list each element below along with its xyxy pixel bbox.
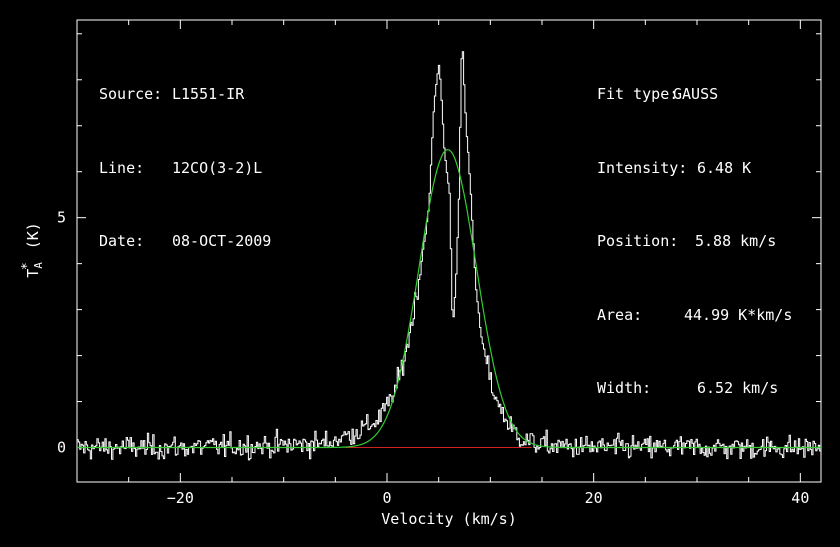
source-label: Source: — [99, 85, 163, 103]
y-tick-label: 0 — [57, 439, 66, 457]
gaussian-fit-line — [77, 148, 821, 449]
fit-type-value: GAUSS — [673, 85, 719, 103]
position-label: Position: — [597, 232, 679, 250]
width-label: Width: — [597, 379, 652, 397]
y-axis-label-text: TA* (K) — [20, 222, 45, 278]
area-value: 44.99 K*km/s — [684, 305, 793, 324]
x-tick-label: 0 — [382, 489, 391, 507]
x-tick-label: 20 — [585, 489, 603, 507]
date-label: Date: — [99, 232, 145, 250]
y-tick-label: 5 — [57, 209, 66, 227]
area-label: Area: — [597, 305, 643, 324]
x-tick-label: −20 — [167, 489, 194, 507]
x-tick-label: 40 — [791, 489, 809, 507]
source-value: L1551-IR — [172, 85, 245, 103]
axis-ticks — [76, 20, 821, 482]
y-tick-labels: 05 — [57, 209, 66, 457]
line-label: Line: — [99, 158, 145, 177]
x-axis-label-wrap: Velocity (km/s) — [0, 510, 840, 528]
info-block-right: Fit type: GAUSS Intensity: 6.48 K Position… — [597, 33, 792, 425]
date-value: 08-OCT-2009 — [172, 232, 272, 250]
line-value: 12CO(3-2)L — [172, 158, 263, 177]
info-block-left: Source: L1551-IR Line: 12CO(3-2)L Date: 08-… — [99, 33, 271, 278]
x-tick-labels: −20 0 20 40 — [167, 489, 810, 507]
fit-type-label: Fit type: — [597, 85, 679, 103]
x-axis-label: Velocity (km/s) — [381, 510, 517, 528]
plot-frame — [76, 19, 822, 483]
spectrum-line — [77, 51, 822, 461]
intensity-value: 6.48 K — [697, 158, 752, 177]
y-axis-label: TA* (K) — [20, 222, 45, 278]
intensity-label: Intensity: — [597, 158, 688, 177]
width-value: 6.52 km/s — [697, 379, 779, 397]
position-value: 5.88 km/s — [695, 232, 777, 250]
